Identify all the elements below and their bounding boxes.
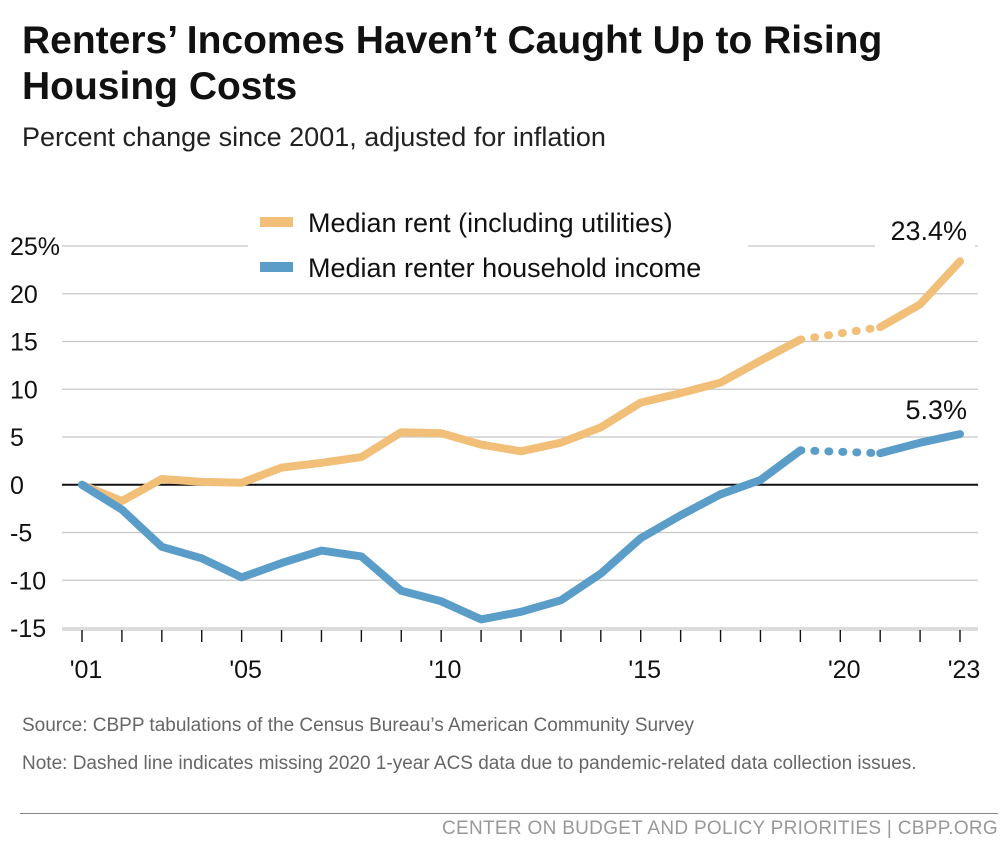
series-gap-dashes [796, 323, 885, 344]
y-tick-label: -15 [10, 615, 46, 643]
data-note: Note: Dashed line indicates missing 2020… [22, 753, 917, 774]
series-line [876, 257, 964, 332]
x-tick-label: '05 [229, 656, 262, 684]
y-tick-label: 25% [10, 233, 60, 261]
x-tick-label: '20 [828, 656, 861, 684]
y-tick-label: 10 [10, 376, 38, 404]
end-labels: 23.4% 5.3% [875, 212, 975, 425]
series-gap-dashes [796, 446, 885, 458]
legend: Median rent (including utilities) Median … [248, 200, 748, 292]
y-tick-label: -5 [10, 520, 32, 548]
chart-subtitle: Percent change since 2001, adjusted for … [22, 122, 606, 152]
y-tick-label: 5 [10, 424, 24, 452]
axes: -15 -10 -5 0 5 10 15 20 25% '01 '05 '10 '15 '20 '23 [10, 233, 980, 684]
chart-title: Renters’ Incomes Haven’t Caught Up to Ri… [22, 19, 883, 108]
y-tick-label: 20 [10, 281, 38, 309]
y-tick-label: 15 [10, 329, 38, 357]
series-lines [78, 257, 964, 624]
y-tick-label: -10 [10, 567, 46, 595]
footer-divider [20, 813, 998, 814]
end-value-label: 5.3% [905, 395, 967, 425]
source-note: Source: CBPP tabulations of the Census B… [22, 715, 695, 736]
org-credit: CENTER ON BUDGET AND POLICY PRIORITIES |… [442, 818, 998, 839]
line-chart: -15 -10 -5 0 5 10 15 20 25% '01 '05 '10 '15 '20 '23 Me… [10, 200, 981, 684]
x-tick-label: '23 [948, 656, 981, 684]
x-tick-label: '01 [70, 656, 103, 684]
legend-label: Median rent (including utilities) [308, 208, 673, 238]
end-value-label: 23.4% [890, 216, 967, 246]
series-line [78, 335, 805, 505]
grid-lines [62, 245, 978, 631]
legend-label: Median renter household income [308, 253, 701, 283]
series-line [876, 430, 964, 458]
series-line [78, 446, 805, 624]
x-tick-label: '10 [429, 656, 462, 684]
label-background [875, 212, 975, 248]
x-tick-label: '15 [628, 656, 661, 684]
y-tick-label: 0 [10, 472, 24, 500]
legend-background [248, 200, 748, 292]
